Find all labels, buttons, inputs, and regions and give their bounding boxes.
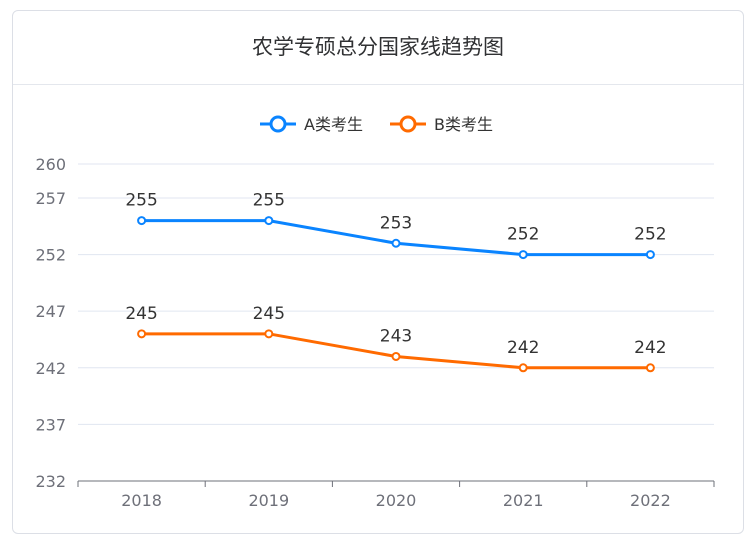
chart-title: 农学专硕总分国家线趋势图: [13, 11, 743, 85]
x-tick-label: 2020: [376, 491, 417, 510]
data-label: 242: [507, 338, 539, 358]
data-label: 252: [507, 225, 539, 245]
y-tick-label: 252: [35, 246, 66, 265]
data-point: [391, 238, 401, 248]
data-point: [645, 363, 655, 373]
data-label: 243: [380, 326, 412, 346]
legend-label: A类考生: [304, 115, 363, 134]
data-point: [391, 351, 401, 361]
x-tick-label: 2021: [503, 491, 544, 510]
y-tick-label: 237: [35, 415, 66, 434]
legend-label: B类考生: [434, 115, 493, 134]
data-point: [645, 250, 655, 260]
y-tick-label: 247: [35, 302, 66, 321]
data-point: [137, 329, 147, 339]
y-tick-label: 260: [35, 155, 66, 174]
data-label: 255: [125, 191, 157, 211]
data-point: [518, 250, 528, 260]
y-tick-label: 232: [35, 472, 66, 491]
legend-marker: [269, 115, 287, 133]
data-point: [264, 329, 274, 339]
data-point: [264, 216, 274, 226]
data-label: 252: [634, 225, 666, 245]
data-label: 245: [125, 304, 157, 324]
data-point: [518, 363, 528, 373]
y-tick-label: 257: [35, 189, 66, 208]
chart-card: 农学专硕总分国家线趋势图: [12, 10, 744, 534]
data-point: [137, 216, 147, 226]
data-label: 253: [380, 213, 412, 233]
data-label: 245: [253, 304, 285, 324]
y-tick-label: 242: [35, 359, 66, 378]
legend-marker: [399, 115, 417, 133]
x-tick-label: 2022: [630, 491, 671, 510]
data-label: 255: [253, 191, 285, 211]
x-tick-label: 2019: [248, 491, 289, 510]
x-tick-label: 2018: [121, 491, 162, 510]
data-label: 242: [634, 338, 666, 358]
